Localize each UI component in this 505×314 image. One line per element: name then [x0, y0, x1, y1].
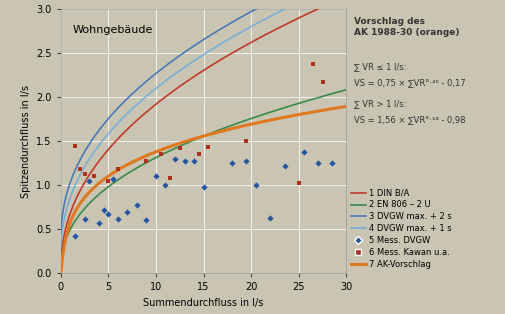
Text: Wohngebäude: Wohngebäude: [72, 25, 152, 35]
Point: [80, 171, 88, 176]
Point: [266, 215, 274, 220]
Point: [104, 178, 112, 183]
Point: [133, 202, 141, 207]
Point: [166, 176, 174, 181]
Point: [180, 158, 188, 163]
Text: VS = 1,56 × ∑VR°·¹⁸ - 0,98: VS = 1,56 × ∑VR°·¹⁸ - 0,98: [354, 115, 465, 124]
Point: [328, 161, 336, 166]
Legend: 1 DIN B/A, 2 EN 806 – 2 U, 3 DVGW max. + 2 s, 4 DVGW max. + 1 s, 5 Mess. DVGW, 6: 1 DIN B/A, 2 EN 806 – 2 U, 3 DVGW max. +…: [350, 188, 451, 269]
Text: ∑ VR ≤ 1 l/s:: ∑ VR ≤ 1 l/s:: [354, 62, 406, 71]
Point: [104, 212, 112, 217]
Point: [194, 152, 203, 157]
Point: [294, 180, 302, 185]
Point: [318, 80, 326, 85]
Text: VS = 0,75 × ∑VR°·⁴⁵ - 0,17: VS = 0,75 × ∑VR°·⁴⁵ - 0,17: [354, 78, 465, 87]
Point: [123, 209, 131, 214]
Point: [309, 62, 317, 67]
Point: [80, 216, 88, 221]
Point: [251, 183, 260, 188]
Point: [114, 216, 122, 221]
Point: [85, 178, 93, 183]
Point: [76, 167, 84, 172]
Point: [109, 176, 117, 181]
Point: [313, 161, 321, 166]
Point: [157, 152, 165, 157]
X-axis label: Summendurchfluss in l/s: Summendurchfluss in l/s: [143, 298, 263, 308]
Point: [71, 143, 79, 148]
Point: [94, 220, 103, 225]
Point: [99, 207, 108, 212]
Point: [142, 158, 150, 163]
Point: [242, 158, 250, 163]
Point: [114, 167, 122, 172]
Point: [142, 218, 150, 223]
Point: [242, 139, 250, 144]
Point: [161, 183, 169, 188]
Y-axis label: Spitzendurchfluss in l/s: Spitzendurchfluss in l/s: [21, 85, 31, 198]
Point: [204, 145, 212, 150]
Point: [280, 163, 288, 168]
Point: [228, 161, 236, 166]
Text: ∑ VR > 1 l/s:: ∑ VR > 1 l/s:: [354, 99, 406, 108]
Point: [175, 146, 183, 151]
Point: [299, 149, 307, 154]
Point: [171, 156, 179, 161]
Text: Vorschlag des
AK 1988-30 (orange): Vorschlag des AK 1988-30 (orange): [354, 17, 459, 37]
Point: [190, 158, 198, 163]
Point: [152, 174, 160, 179]
Point: [199, 185, 207, 190]
Point: [71, 234, 79, 239]
Point: [90, 174, 98, 179]
